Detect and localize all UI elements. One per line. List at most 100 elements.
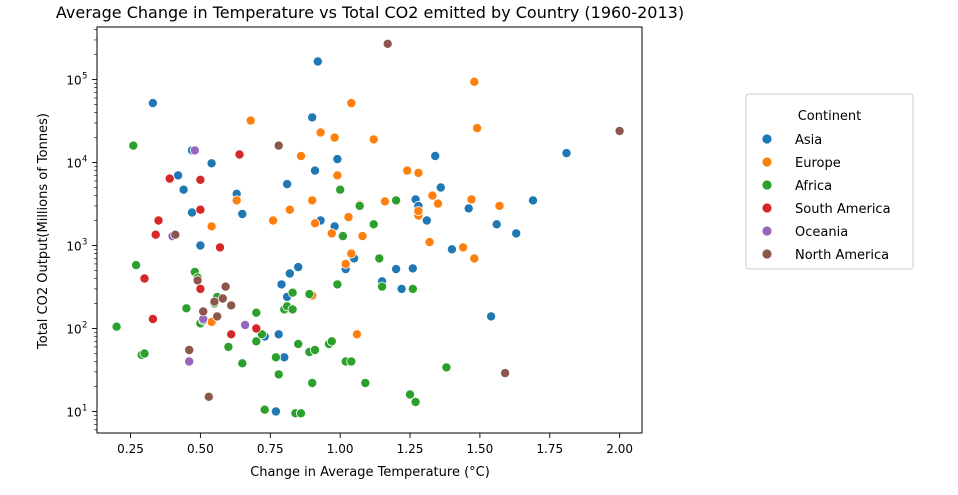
series-europe bbox=[206, 76, 505, 340]
data-point bbox=[379, 196, 390, 207]
data-point bbox=[270, 352, 281, 363]
data-point bbox=[287, 304, 298, 315]
data-point bbox=[186, 207, 197, 218]
data-point bbox=[284, 204, 295, 215]
data-point bbox=[432, 198, 443, 209]
y-tick-exponent: 5 bbox=[82, 72, 87, 82]
data-point bbox=[377, 281, 388, 292]
data-point bbox=[360, 377, 371, 388]
data-point bbox=[209, 296, 220, 307]
data-point bbox=[396, 283, 407, 294]
x-tick-label: 0.50 bbox=[187, 442, 214, 456]
data-point bbox=[217, 293, 228, 304]
data-point bbox=[424, 237, 435, 248]
data-point bbox=[346, 248, 357, 259]
data-point bbox=[226, 329, 237, 340]
data-point bbox=[368, 134, 379, 145]
data-point bbox=[332, 170, 343, 181]
data-point bbox=[237, 208, 248, 219]
data-point bbox=[491, 219, 502, 230]
data-point bbox=[293, 262, 304, 273]
data-point bbox=[307, 112, 318, 123]
y-tick-exponent: 1 bbox=[82, 403, 87, 413]
x-axis-label: Change in Average Temperature (°C) bbox=[250, 465, 490, 480]
data-point bbox=[309, 165, 320, 176]
data-point bbox=[326, 336, 337, 347]
data-point bbox=[153, 215, 164, 226]
data-point bbox=[270, 406, 281, 417]
plot-frame bbox=[96, 26, 643, 434]
data-point bbox=[184, 356, 195, 367]
data-point bbox=[329, 132, 340, 143]
data-point bbox=[293, 338, 304, 349]
data-point bbox=[195, 174, 206, 185]
data-point bbox=[206, 221, 217, 232]
data-point bbox=[307, 195, 318, 206]
series-oceania bbox=[167, 145, 251, 367]
data-point bbox=[413, 206, 424, 217]
data-point bbox=[391, 264, 402, 275]
data-point bbox=[273, 369, 284, 380]
x-tick-label: 1.50 bbox=[467, 442, 494, 456]
y-axis-label: Total CO2 Output(Millions of Tonnes) bbox=[36, 113, 51, 350]
legend-marker bbox=[761, 202, 773, 214]
data-point bbox=[309, 218, 320, 229]
data-point bbox=[212, 311, 223, 322]
data-point bbox=[614, 126, 625, 137]
y-tick-exponent: 2 bbox=[82, 320, 87, 330]
data-point bbox=[446, 244, 457, 255]
data-point bbox=[139, 273, 150, 284]
data-point bbox=[486, 311, 497, 322]
data-point bbox=[391, 195, 402, 206]
x-tick-label: 0.25 bbox=[117, 442, 144, 456]
data-point bbox=[315, 127, 326, 138]
x-tick-label: 1.00 bbox=[327, 442, 354, 456]
legend-label: Asia bbox=[795, 133, 822, 148]
data-point bbox=[304, 289, 315, 300]
data-point bbox=[458, 242, 469, 253]
data-point bbox=[357, 231, 368, 242]
legend-marker bbox=[761, 225, 773, 237]
data-point bbox=[251, 307, 262, 318]
data-point bbox=[220, 281, 231, 292]
series-north-america bbox=[170, 38, 625, 402]
data-point bbox=[430, 150, 441, 161]
data-point bbox=[251, 336, 262, 347]
data-point bbox=[410, 396, 421, 407]
data-point bbox=[259, 404, 270, 415]
data-point bbox=[528, 195, 539, 206]
data-point bbox=[273, 329, 284, 340]
data-point bbox=[198, 306, 209, 317]
data-point bbox=[295, 408, 306, 419]
data-point bbox=[368, 219, 379, 230]
data-point bbox=[309, 344, 320, 355]
data-point bbox=[469, 253, 480, 264]
data-point bbox=[184, 344, 195, 355]
data-point bbox=[335, 184, 346, 195]
data-point bbox=[131, 260, 142, 271]
y-tick-label: 10 bbox=[66, 157, 81, 171]
data-point bbox=[332, 279, 343, 290]
data-point bbox=[326, 228, 337, 239]
data-point bbox=[282, 179, 293, 190]
data-point bbox=[382, 38, 393, 49]
data-point bbox=[346, 98, 357, 109]
data-point bbox=[128, 140, 139, 151]
legend-label: Europe bbox=[795, 156, 841, 171]
data-point bbox=[245, 115, 256, 126]
data-point bbox=[237, 358, 248, 369]
data-point bbox=[251, 323, 262, 334]
legend-label: North America bbox=[795, 248, 889, 263]
data-point bbox=[195, 283, 206, 294]
data-point bbox=[231, 195, 242, 206]
y-tick-label: 10 bbox=[66, 74, 81, 88]
legend-marker bbox=[761, 133, 773, 145]
data-point bbox=[295, 150, 306, 161]
legend-title: Continent bbox=[798, 109, 862, 124]
y-tick-label: 10 bbox=[66, 240, 81, 254]
data-point bbox=[178, 184, 189, 195]
data-point bbox=[273, 140, 284, 151]
data-point bbox=[427, 190, 438, 201]
